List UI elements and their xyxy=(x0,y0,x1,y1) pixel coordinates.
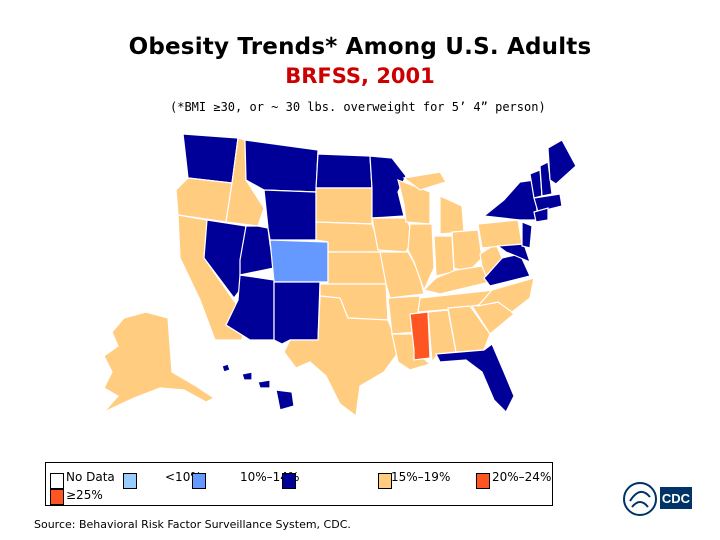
state-in xyxy=(433,235,455,277)
legend-swatch-ge25 xyxy=(50,489,64,505)
state-mn xyxy=(369,155,407,219)
state-co xyxy=(269,239,329,283)
state-hi-4 xyxy=(275,389,295,411)
state-wy xyxy=(263,189,317,241)
legend-label-20-24: 20%–24% xyxy=(492,470,552,484)
state-ak xyxy=(103,311,216,413)
legend-label-no-data: No Data xyxy=(66,470,115,484)
state-hi-2 xyxy=(241,371,253,381)
state-ky xyxy=(422,265,491,295)
legend-swatch-20-24 xyxy=(378,473,392,489)
state-hi-1 xyxy=(221,363,231,373)
map-title: Obesity Trends* Among U.S. Adults xyxy=(128,34,592,60)
cdc-logo: CDC xyxy=(623,482,692,516)
cdc-logo-text: CDC xyxy=(662,491,691,506)
state-nv xyxy=(203,219,247,299)
state-wa xyxy=(182,133,239,184)
legend-swatch-10-14 xyxy=(192,473,206,489)
state-ny xyxy=(482,179,539,221)
state-wi xyxy=(397,179,431,225)
state-tx xyxy=(283,295,401,418)
legend-swatch-15-19 xyxy=(282,473,296,489)
state-md xyxy=(496,243,531,264)
state-me xyxy=(547,139,577,185)
state-ks xyxy=(327,251,387,285)
legend-swatch-20-24-b xyxy=(476,473,490,489)
state-mt xyxy=(244,139,319,193)
state-mi-up xyxy=(402,171,447,191)
state-nc xyxy=(476,277,535,313)
state-ct xyxy=(533,207,549,223)
hhs-eagle-icon xyxy=(623,482,657,516)
state-sd xyxy=(315,187,373,225)
map-subtitle: BRFSS, 2001 xyxy=(285,64,435,88)
state-az xyxy=(225,274,275,341)
state-ma xyxy=(533,193,563,213)
legend-label-15-19: 15%–19% xyxy=(391,470,451,484)
state-nj xyxy=(521,221,533,249)
legend-swatch-no-data xyxy=(50,473,64,489)
state-hi-3 xyxy=(257,379,271,389)
legend-label-ge25: ≥25% xyxy=(66,488,103,502)
state-ms xyxy=(409,311,431,361)
source-note: Source: Behavioral Risk Factor Surveilla… xyxy=(34,518,351,531)
state-oh xyxy=(451,229,483,273)
state-fl xyxy=(435,343,515,414)
bmi-note: (*BMI ≥30, or ~ 30 lbs. overweight for 5… xyxy=(170,100,546,114)
state-or xyxy=(175,177,233,223)
legend-swatch-lt10 xyxy=(123,473,137,489)
state-ga xyxy=(447,305,491,353)
state-pa xyxy=(477,219,523,249)
state-nd xyxy=(315,153,373,189)
state-mi xyxy=(439,195,465,235)
state-mo xyxy=(379,251,425,299)
state-nm xyxy=(273,281,321,345)
